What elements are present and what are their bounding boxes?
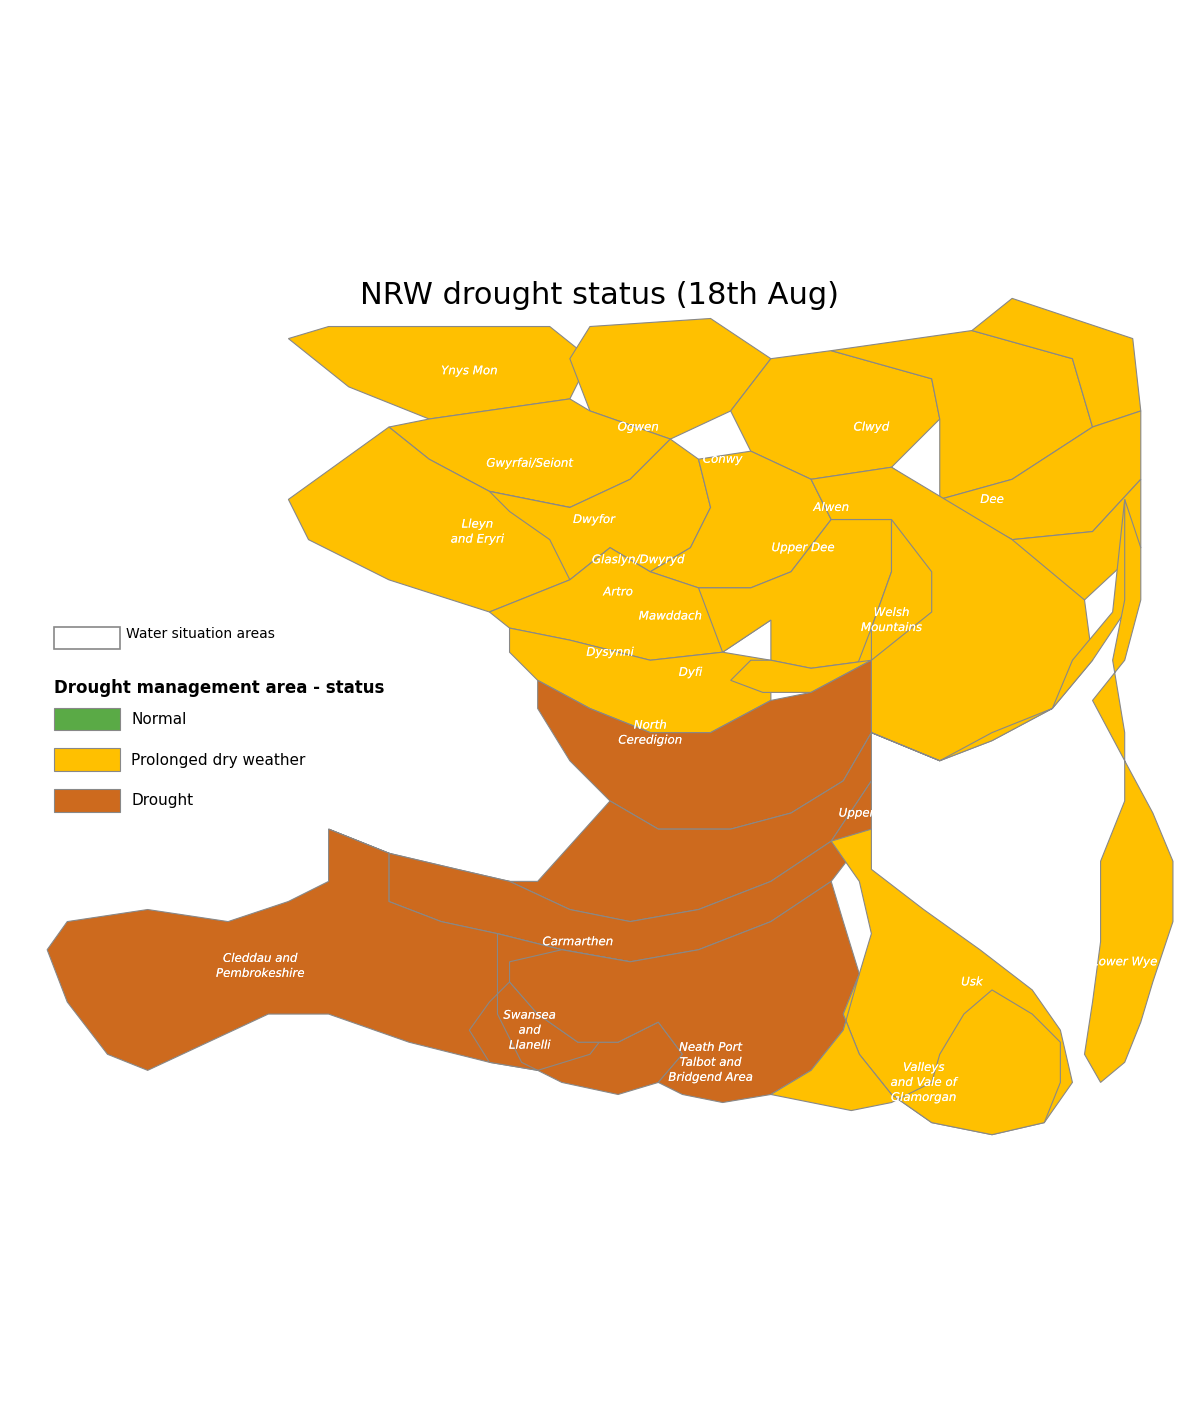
Polygon shape bbox=[972, 298, 1141, 428]
Text: Water situation areas: Water situation areas bbox=[126, 627, 275, 641]
Polygon shape bbox=[538, 661, 871, 828]
Text: Usk: Usk bbox=[961, 975, 983, 989]
Polygon shape bbox=[490, 547, 770, 661]
Text: Dyfi: Dyfi bbox=[679, 666, 702, 679]
Polygon shape bbox=[329, 733, 871, 922]
Polygon shape bbox=[811, 468, 1092, 760]
Text: Welsh
Mountains: Welsh Mountains bbox=[860, 605, 922, 634]
Text: Mawddach: Mawddach bbox=[638, 610, 702, 622]
Polygon shape bbox=[469, 934, 683, 1094]
Text: Conwy: Conwy bbox=[703, 453, 743, 466]
Text: Dysynni: Dysynni bbox=[587, 645, 634, 659]
Text: NRW drought status (18th Aug): NRW drought status (18th Aug) bbox=[360, 281, 840, 310]
Text: Lleyn
and Eryri: Lleyn and Eryri bbox=[451, 517, 504, 546]
Text: Valleys
and Vale of
Glamorgan: Valleys and Vale of Glamorgan bbox=[890, 1061, 956, 1104]
Text: Neath Port
Talbot and
Bridgend Area: Neath Port Talbot and Bridgend Area bbox=[668, 1040, 752, 1084]
Text: Ogwen: Ogwen bbox=[618, 421, 659, 433]
Polygon shape bbox=[731, 351, 940, 479]
Text: Upper Dee: Upper Dee bbox=[772, 541, 834, 554]
Text: Swansea
and
Llanelli: Swansea and Llanelli bbox=[503, 1009, 556, 1052]
Text: Teifi: Teifi bbox=[526, 847, 550, 860]
Text: Prolonged dry weather: Prolonged dry weather bbox=[132, 753, 306, 767]
Polygon shape bbox=[288, 428, 610, 612]
Polygon shape bbox=[490, 439, 710, 580]
Polygon shape bbox=[832, 331, 1092, 499]
Text: Ynys Mon: Ynys Mon bbox=[442, 364, 498, 377]
Text: Cleddau and
Pembrokeshire: Cleddau and Pembrokeshire bbox=[216, 952, 305, 980]
Text: Drought: Drought bbox=[132, 793, 193, 809]
FancyBboxPatch shape bbox=[54, 789, 120, 811]
Text: North
Ceredigion: North Ceredigion bbox=[618, 719, 682, 746]
Text: Artro: Artro bbox=[604, 585, 632, 598]
Text: Carmarthen: Carmarthen bbox=[542, 935, 613, 948]
Text: Alwen: Alwen bbox=[814, 502, 850, 514]
Polygon shape bbox=[940, 411, 1141, 540]
FancyBboxPatch shape bbox=[54, 708, 120, 730]
Polygon shape bbox=[698, 520, 931, 668]
Text: Clwyd: Clwyd bbox=[853, 421, 889, 433]
Polygon shape bbox=[1085, 499, 1172, 1083]
FancyBboxPatch shape bbox=[54, 627, 120, 649]
Text: Gwyrfai/Seiont: Gwyrfai/Seiont bbox=[486, 456, 572, 470]
Polygon shape bbox=[47, 828, 630, 1070]
Text: Glaslyn/Dwyryd: Glaslyn/Dwyryd bbox=[592, 553, 684, 566]
Polygon shape bbox=[731, 520, 931, 692]
Text: Dwyfor: Dwyfor bbox=[574, 513, 614, 526]
Text: Dee: Dee bbox=[980, 493, 1003, 506]
Polygon shape bbox=[650, 450, 832, 588]
Polygon shape bbox=[770, 973, 1061, 1135]
FancyBboxPatch shape bbox=[54, 749, 120, 772]
Text: Lower Wye: Lower Wye bbox=[1092, 955, 1157, 968]
Polygon shape bbox=[570, 318, 770, 439]
Text: Upper Wye: Upper Wye bbox=[839, 807, 904, 820]
Text: Normal: Normal bbox=[132, 712, 187, 728]
Text: Drought management area - status: Drought management area - status bbox=[54, 679, 385, 696]
Polygon shape bbox=[510, 881, 859, 1103]
Polygon shape bbox=[389, 399, 671, 507]
Polygon shape bbox=[389, 782, 871, 962]
Polygon shape bbox=[510, 628, 770, 733]
Polygon shape bbox=[871, 499, 1133, 760]
Polygon shape bbox=[288, 327, 590, 419]
Polygon shape bbox=[832, 828, 1073, 1135]
Polygon shape bbox=[892, 468, 1141, 600]
